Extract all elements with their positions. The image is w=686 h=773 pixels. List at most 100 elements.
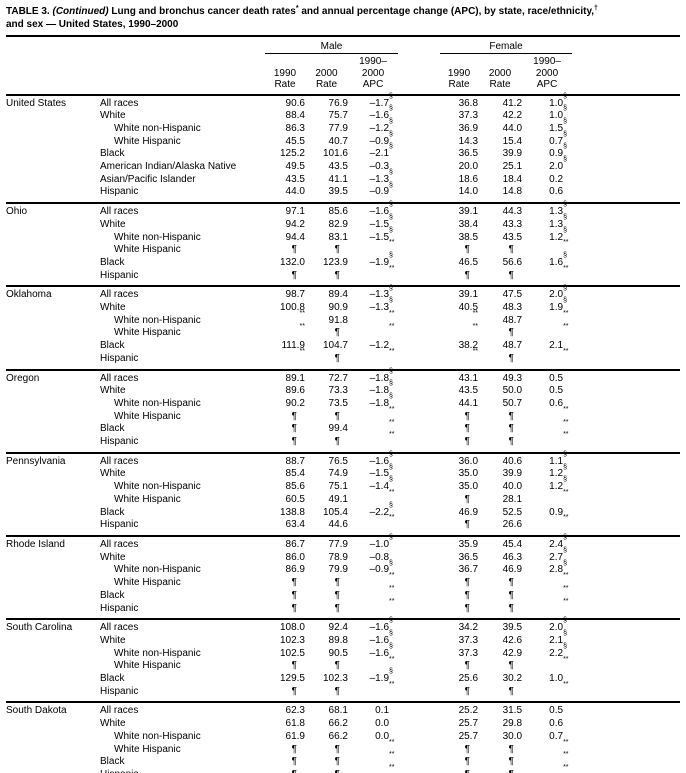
cell-value: ** [389,738,395,746]
cell-value: ** [563,680,569,688]
cell-value: 63.4 [265,519,305,536]
state-name: South Carolina [6,622,73,634]
cell-number: –1.8 [369,385,390,397]
row-filler [572,123,680,136]
cell-value: 104.7 [305,340,348,353]
state-name [6,186,100,203]
cell-value: ¶ [265,660,305,673]
cell-value: 0.5 [522,370,572,386]
cell-number: 31.5 [502,705,523,717]
cell-number: 46.9 [458,506,479,518]
state-name [6,411,100,424]
title-text-1: Lung and bronchus cancer death rates [108,6,296,17]
row-filler [572,203,680,219]
state-name [6,673,100,686]
cell-number: 1.0 [549,97,564,109]
cell-number: 85.6 [285,481,305,493]
table-row: Pennsylvania All races 88.7 76.5 –1.6§ 36.0 40… [6,451,680,469]
cell-value: 2.0§ [549,284,567,301]
cell-number: 0.5 [549,385,564,397]
table-row: Black ¶ ¶ ** ¶ ¶ ** [6,584,680,603]
cell-number: 100.8 [279,302,305,314]
cell-value: 35.0 [440,468,478,481]
table-row: White non-Hispanic 86.3 77.9 –1.2§ 36.9 44.0 1… [6,118,680,136]
cell-value: ¶ [440,577,478,590]
cell-number: 37.3 [458,647,479,659]
cell-value: 48.7 [478,315,522,328]
race-ethnicity-label: White Hispanic [114,244,181,256]
cell-value: 90.5 [305,648,348,661]
cell-number: 46.3 [502,551,523,563]
cell-number: ¶ [508,269,515,281]
column-spacer [398,385,440,398]
cell-value: 79.9 [305,564,348,577]
cell-number: –2.2 [369,506,390,518]
cell-number: ¶ [508,743,515,755]
table-row: White Hispanic ** ¶ ** ** ¶ ** [6,322,680,340]
table-header: Male Female 1990 Rate 2000 Rate 1990–200… [6,36,681,95]
column-spacer [398,148,440,161]
cell-value: 29.8 [478,718,522,731]
cell-value: 48.3 [478,302,522,315]
cell-number: 25.2 [458,705,479,717]
row-filler [572,95,680,111]
cell-value: 26.6 [478,519,522,536]
cell-number: 62.3 [285,705,305,717]
cell-value: ¶ [265,423,305,436]
row-filler [572,257,680,270]
cell-value: 39.1 [440,203,478,219]
cell-number: 97.1 [285,206,305,218]
table-row: White Hispanic ¶ ¶ ** ¶ ¶ ** [6,656,680,673]
table-row: White Hispanic ¶ ¶ ** ¶ ¶ ** [6,738,680,757]
state-name [6,731,100,744]
cell-number: 94.2 [285,218,305,230]
row-filler [572,174,680,187]
cell-value: 43.5 [265,174,305,187]
cell-value: ¶ [478,686,522,703]
race-ethnicity-label: All races [100,206,139,218]
cell-value: 15.4 [478,136,522,149]
cell-number: 92.4 [328,622,348,634]
cell-number: 39.9 [502,468,523,480]
state-name [6,353,100,370]
cell-value: 86.3 [265,123,305,136]
cell-number: –1.8 [369,397,390,409]
cell-value: 62.3 [265,702,305,718]
row-filler [572,219,680,232]
table-row: Black 138.8 105.4 –2.2§ 46.9 52.5 0.9 [6,502,680,520]
cell-value: ** [389,322,395,330]
cell-value: 76.9 [305,95,348,111]
cell-number: 0.6 [549,718,564,730]
cell-number: –1.3 [369,302,390,314]
cell-number: 39.9 [502,148,523,160]
cell-value: 125.2 [265,148,305,161]
cell-value: 0.5 [522,385,572,398]
state-name [6,519,100,536]
cell-value: ¶ [478,744,522,757]
cell-value: 2.0§ [549,617,567,634]
cell-value: ¶ [305,769,348,773]
cell-number: 83.1 [328,231,348,243]
state-name [6,481,100,494]
cell-value: ¶ [440,744,478,757]
cell-value: ** [389,584,395,592]
cell-number: ¶ [464,589,471,601]
cell-value: 75.1 [305,481,348,494]
cell-value: 88.4 [265,110,305,123]
cell-value: 2.1§ [549,630,567,646]
cell-value: ¶ [440,519,478,536]
table-row: White non-Hispanic 61.9 66.2 0.0 25.7 30.0 0.7 [6,731,680,744]
cell-value: 37.3 [440,648,478,661]
cell-number: 2.1 [549,340,564,352]
cell-value: 45.4 [478,536,522,552]
row-filler [572,136,680,149]
cell-value: ** [563,418,569,426]
cell-value: ¶ [440,494,478,507]
cell-value: 36.5 [440,148,478,161]
cell-value: 94.4 [265,232,305,245]
race-ethnicity-label: White [100,634,126,646]
table-row: Hispanic ¶ ¶ ** ¶ ¶ ** [6,680,680,703]
cell-value: 0.6 [522,718,572,731]
cell-value: ** [563,405,569,413]
table-row: Ohio All races 97.1 85.6 –1.6§ 39.1 44.3 1.3§ [6,201,680,219]
